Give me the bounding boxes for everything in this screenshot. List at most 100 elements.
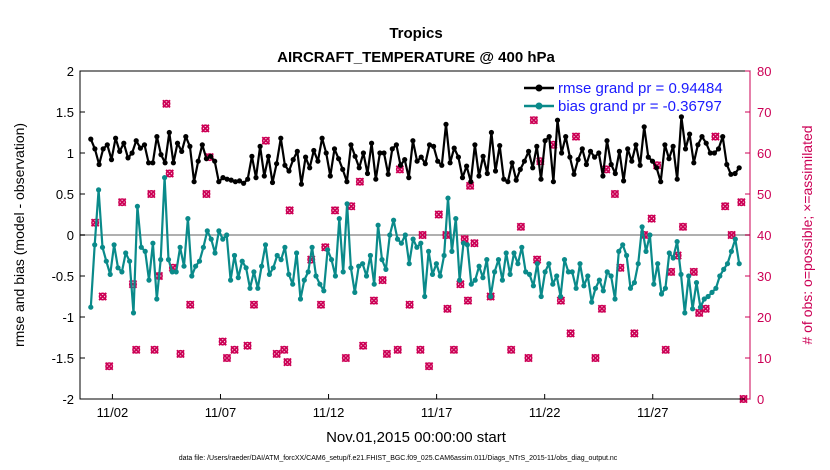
footer-data-file: data file: /Users/raeder/DAI/ATM_forcXX/…	[179, 455, 618, 462]
obs-assimilated-x	[378, 275, 387, 285]
obs-assimilated-x	[566, 329, 575, 338]
obs-marker	[382, 349, 392, 359]
x-axis-label: Nov.01,2015 00:00:00 start	[326, 429, 507, 446]
bias-point	[262, 242, 269, 248]
rmse-point	[228, 177, 234, 183]
rmse-point	[649, 158, 656, 164]
obs-assimilated-x	[506, 345, 516, 355]
bias-point	[620, 242, 626, 248]
obs-possible-circle	[449, 345, 458, 354]
obs-possible-circle	[98, 292, 107, 301]
rmse-point	[728, 171, 734, 177]
bias-point	[216, 228, 222, 234]
obs-possible-circle	[272, 349, 281, 358]
left-tick-label: 0	[67, 228, 74, 243]
obs-possible-circle	[132, 345, 141, 354]
obs-assimilated-x	[737, 197, 746, 207]
bias-point	[294, 250, 300, 256]
bias-point	[441, 252, 447, 259]
rmse-point	[108, 157, 115, 163]
obs-marker	[249, 300, 259, 309]
rmse-point	[129, 150, 135, 156]
obs-marker	[355, 177, 365, 186]
bias-point	[107, 271, 113, 277]
obs-assimilated-x	[355, 177, 365, 186]
bias-point	[616, 248, 622, 254]
obs-possible-circle	[147, 190, 156, 199]
obs-possible-circle	[405, 300, 414, 309]
rmse-point	[393, 142, 399, 148]
right-tick-label: 80	[757, 64, 771, 79]
legend-rmse-label: rmse grand pr = 0.94484	[558, 80, 723, 97]
bias-point	[134, 203, 140, 209]
bias-point	[162, 175, 168, 181]
bias-point	[270, 265, 276, 271]
bias-point	[655, 261, 661, 267]
obs-assimilated-x	[524, 353, 533, 363]
obs-possible-circle	[434, 210, 443, 219]
obs-possible-circle	[218, 337, 227, 346]
bias-point	[658, 291, 665, 297]
obs-marker	[117, 197, 127, 207]
rmse-point	[241, 180, 247, 186]
obs-assimilated-x	[201, 124, 210, 133]
bias-point	[639, 224, 645, 230]
obs-assimilated-x	[150, 345, 159, 355]
rmse-point	[691, 160, 697, 166]
bias-point	[647, 232, 653, 238]
obs-marker	[418, 230, 427, 240]
bias-point	[705, 293, 711, 300]
bias-point	[173, 269, 179, 275]
obs-assimilated-x	[330, 206, 340, 215]
bias-point	[523, 269, 529, 275]
obs-marker	[243, 341, 252, 350]
x-tick-label: 11/12	[313, 405, 345, 420]
rmse-point	[265, 153, 271, 159]
bias-point	[154, 296, 160, 302]
bias-point	[631, 280, 638, 286]
obs-possible-circle	[689, 267, 698, 276]
bias-point	[480, 275, 486, 281]
obs-marker	[283, 357, 292, 367]
bias-point	[348, 265, 354, 271]
obs-assimilated-x	[369, 296, 379, 305]
rmse-point	[278, 135, 284, 141]
rmse-point	[662, 142, 668, 148]
rmse-point	[497, 143, 503, 149]
bias-point	[624, 252, 630, 259]
rmse-point	[579, 146, 585, 152]
rmse-point	[464, 163, 470, 169]
bias-point	[550, 281, 556, 287]
obs-marker	[358, 341, 368, 350]
right-axis: 0 10 20 30 40 50 60 70 80	[745, 64, 771, 407]
bias-point	[340, 269, 346, 275]
bias-point	[721, 266, 727, 272]
obs-possible-circle	[283, 358, 292, 367]
rmse-point	[505, 179, 511, 185]
right-tick-label: 0	[757, 392, 764, 407]
bias-point	[360, 261, 366, 267]
rmse-point	[203, 156, 209, 162]
bias-point	[99, 244, 106, 250]
bias-point	[317, 281, 323, 287]
obs-assimilated-x	[176, 349, 185, 359]
obs-assimilated-x	[666, 267, 676, 277]
rmse-point	[88, 136, 94, 142]
bias-point	[585, 273, 591, 279]
left-tick-label: -1.5	[52, 351, 74, 366]
bias-point	[732, 236, 738, 242]
bias-point	[697, 304, 704, 310]
rmse-point	[633, 142, 639, 148]
bias-point	[569, 269, 575, 275]
obs-marker	[689, 267, 699, 277]
rmse-point	[170, 160, 176, 166]
rmse-point	[600, 173, 606, 179]
bias-point	[492, 269, 498, 275]
rmse-point	[550, 179, 557, 185]
rmse-point	[480, 153, 486, 159]
rmse-point	[319, 135, 325, 141]
rmse-point	[344, 179, 350, 185]
bias-point	[526, 271, 533, 277]
bias-point	[367, 252, 373, 259]
